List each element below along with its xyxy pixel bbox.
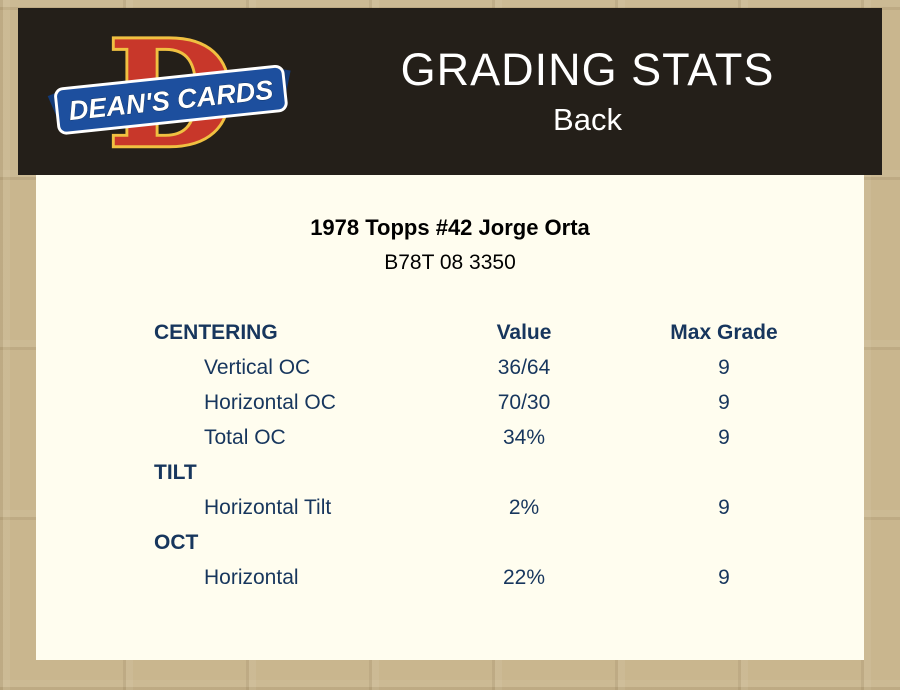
section-label-centering: CENTERING: [154, 320, 278, 344]
stats-table: CENTERING Value Max Grade Vertical OC 36…: [154, 315, 864, 595]
table-row: Total OC 34% 9: [154, 420, 864, 455]
metric-cell: Horizontal Tilt: [204, 495, 332, 519]
page-title: GRADING STATS: [400, 43, 775, 95]
card-code: B78T 08 3350: [384, 251, 516, 274]
metric-cell: Total OC: [204, 425, 286, 449]
deans-cards-logo[interactable]: D DEAN'S CARDS: [18, 23, 323, 161]
section-label-row: TILT: [154, 455, 864, 490]
section-label-tilt: TILT: [154, 460, 197, 484]
max-grade-cell: 9: [718, 355, 730, 379]
header-titles: GRADING STATS Back: [323, 45, 882, 139]
value-cell: 22%: [502, 565, 546, 589]
column-header-max-grade: Max Grade: [670, 320, 778, 344]
stats-panel: 1978 Topps #42 Jorge Orta B78T 08 3350 C…: [36, 175, 864, 660]
section-label-oct: OCT: [154, 530, 199, 554]
metric-cell: Vertical OC: [204, 355, 311, 379]
header-bar: D DEAN'S CARDS GRADING STATS Back: [18, 8, 882, 175]
card-title: 1978 Topps #42 Jorge Orta: [310, 215, 590, 240]
max-grade-cell: 9: [718, 390, 730, 414]
table-row: Vertical OC 36/64 9: [154, 350, 864, 385]
logo-graphic: D DEAN'S CARDS: [47, 23, 291, 161]
value-cell: 36/64: [497, 355, 551, 379]
page-subtitle: Back: [553, 102, 622, 138]
section-label-row: OCT: [154, 525, 864, 560]
value-cell: 34%: [502, 425, 546, 449]
table-row: Horizontal 22% 9: [154, 560, 864, 595]
max-grade-cell: 9: [718, 425, 730, 449]
max-grade-cell: 9: [718, 565, 730, 589]
table-row: Horizontal Tilt 2% 9: [154, 490, 864, 525]
value-cell: 2%: [508, 495, 540, 519]
metric-cell: Horizontal OC: [204, 390, 336, 414]
column-header-value: Value: [496, 320, 552, 344]
table-row: Horizontal OC 70/30 9: [154, 385, 864, 420]
value-cell: 70/30: [497, 390, 551, 414]
max-grade-cell: 9: [718, 495, 730, 519]
table-header-row: CENTERING Value Max Grade: [154, 315, 864, 350]
metric-cell: Horizontal: [204, 565, 299, 589]
